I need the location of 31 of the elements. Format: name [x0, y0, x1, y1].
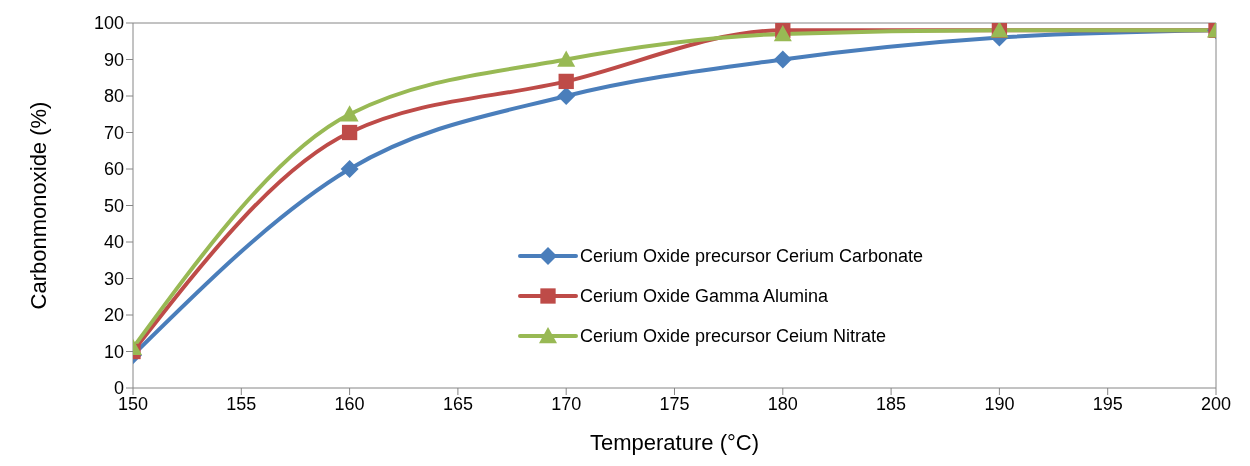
legend-label: Cerium Oxide precursor Cerium Carbonate — [580, 245, 924, 267]
x-tick-label: 160 — [334, 393, 365, 414]
x-tick-label: 170 — [551, 393, 582, 414]
point — [773, 50, 792, 69]
y-tick-label: 60 — [103, 159, 124, 180]
x-tick-label: 195 — [1092, 393, 1123, 414]
x-tick-label: 175 — [659, 393, 690, 414]
y-tick-label: 10 — [103, 341, 124, 362]
x-tick-label: 185 — [876, 393, 907, 414]
y-tick-label: 80 — [103, 86, 124, 107]
x-tick-label: 150 — [117, 393, 149, 414]
y-tick-label: 40 — [103, 232, 124, 253]
point — [557, 87, 576, 105]
y-tick-label: 50 — [103, 195, 124, 216]
point — [558, 73, 574, 90]
x-tick-label: 155 — [226, 393, 257, 414]
x-axis-title: Temperature (°C) — [590, 430, 759, 455]
x-tick-label: 165 — [442, 393, 473, 414]
point — [557, 50, 576, 67]
y-tick-label: 100 — [93, 13, 124, 34]
x-tick-label: 180 — [767, 393, 798, 414]
y-tick-label: 70 — [103, 122, 124, 143]
y-tick-label: 30 — [103, 268, 124, 289]
y-axis-title: Carbonmonoxide (%) — [25, 101, 51, 310]
y-tick-label: 90 — [103, 49, 124, 70]
legend-label: Cerium Oxide precursor Ceium Nitrate — [580, 325, 887, 347]
x-tick-label: 200 — [1200, 393, 1232, 414]
x-tick-label: 190 — [984, 393, 1015, 414]
legend-label: Cerium Oxide Gamma Alumina — [580, 285, 829, 307]
y-tick-label: 20 — [103, 305, 124, 326]
point — [773, 24, 792, 42]
